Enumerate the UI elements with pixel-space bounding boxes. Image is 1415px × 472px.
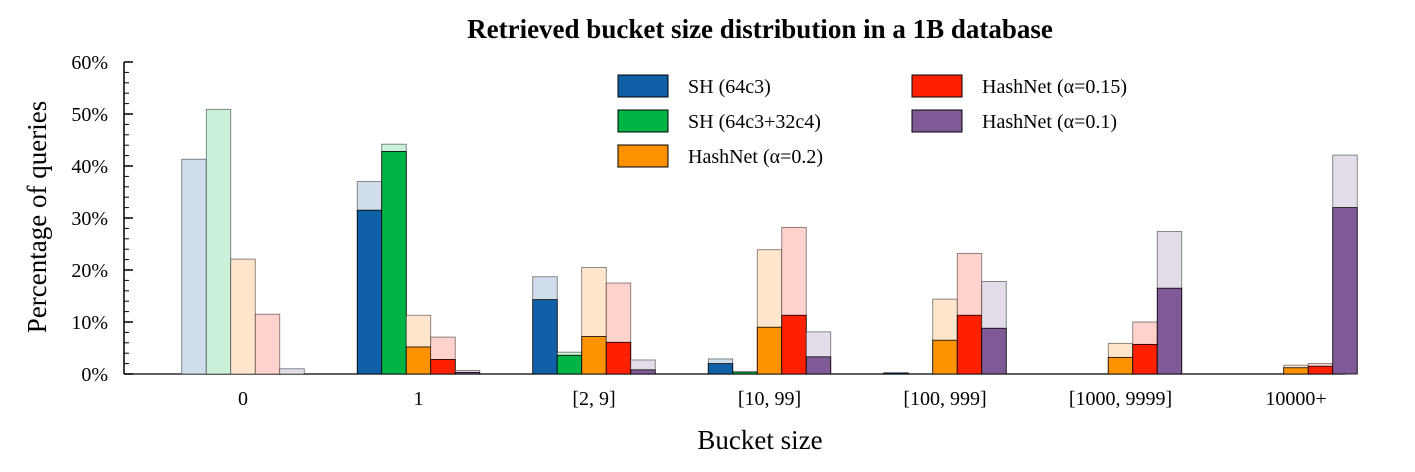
bar bbox=[1156, 287, 1183, 375]
bar bbox=[430, 359, 456, 375]
bar bbox=[883, 372, 909, 375]
bar bbox=[356, 209, 383, 375]
legend-label: SH (64c3+32c4) bbox=[688, 111, 821, 133]
legend: SH (64c3) SH (64c3+32c4) HashNet (α=0.2) Ha… bbox=[617, 74, 1127, 168]
y-axis-label: Percentage of queries bbox=[22, 101, 52, 333]
bar bbox=[1283, 367, 1309, 375]
bar-light bbox=[230, 258, 256, 375]
bar-light bbox=[279, 368, 305, 375]
legend-label: HashNet (α=0.2) bbox=[688, 146, 823, 168]
legend-label: SH (64c3) bbox=[688, 76, 771, 98]
bar bbox=[781, 314, 807, 375]
x-tick-label: 10000+ bbox=[1265, 388, 1326, 410]
bar bbox=[756, 326, 783, 375]
bar-light bbox=[254, 313, 281, 375]
legend-swatch bbox=[911, 109, 963, 133]
bar bbox=[981, 327, 1007, 375]
legend-swatch bbox=[617, 144, 669, 168]
legend-swatch bbox=[617, 74, 669, 98]
bar bbox=[405, 346, 432, 375]
bar bbox=[605, 341, 632, 375]
plot-area: 0% 10% 20% 30% 40% 50% 60% 0 1 [2, 9] [10, 99] [100… bbox=[71, 52, 1358, 410]
y-tick-label: 60% bbox=[71, 52, 108, 74]
bar-light bbox=[205, 108, 232, 375]
bar bbox=[805, 356, 832, 375]
bar bbox=[381, 151, 407, 375]
bar bbox=[581, 336, 607, 375]
y-tick-label: 40% bbox=[71, 156, 108, 178]
y-tick-label: 10% bbox=[71, 312, 108, 334]
legend-swatch bbox=[617, 109, 669, 133]
bar bbox=[630, 369, 656, 375]
bar bbox=[1332, 207, 1358, 375]
bar bbox=[707, 363, 734, 375]
x-axis-label: Bucket size bbox=[697, 425, 822, 455]
bar bbox=[532, 299, 558, 375]
bar bbox=[1132, 343, 1158, 375]
x-tick-label: 0 bbox=[238, 388, 248, 410]
legend-label: HashNet (α=0.1) bbox=[982, 111, 1117, 133]
bar bbox=[454, 372, 481, 375]
bar-light bbox=[181, 158, 207, 375]
y-tick-label: 20% bbox=[71, 260, 108, 282]
y-tick-label: 50% bbox=[71, 104, 108, 126]
bar bbox=[1107, 356, 1134, 375]
legend-label: HashNet (α=0.15) bbox=[982, 76, 1127, 98]
x-tick-label: [10, 99] bbox=[738, 388, 801, 410]
y-tick-label: 0% bbox=[81, 364, 108, 386]
x-tick-label: [1000, 9999] bbox=[1069, 388, 1172, 410]
bar bbox=[956, 314, 983, 375]
bar bbox=[932, 339, 958, 375]
y-tick-label: 30% bbox=[71, 208, 108, 230]
bar bbox=[732, 371, 758, 375]
x-tick-label: [2, 9] bbox=[572, 388, 615, 410]
bar bbox=[1307, 365, 1334, 375]
x-tick-label: [100, 999] bbox=[903, 388, 986, 410]
legend-swatch bbox=[911, 74, 963, 98]
chart-title: Retrieved bucket size distribution in a … bbox=[467, 14, 1053, 44]
bar bbox=[556, 354, 583, 375]
x-tick-label: 1 bbox=[414, 388, 424, 410]
